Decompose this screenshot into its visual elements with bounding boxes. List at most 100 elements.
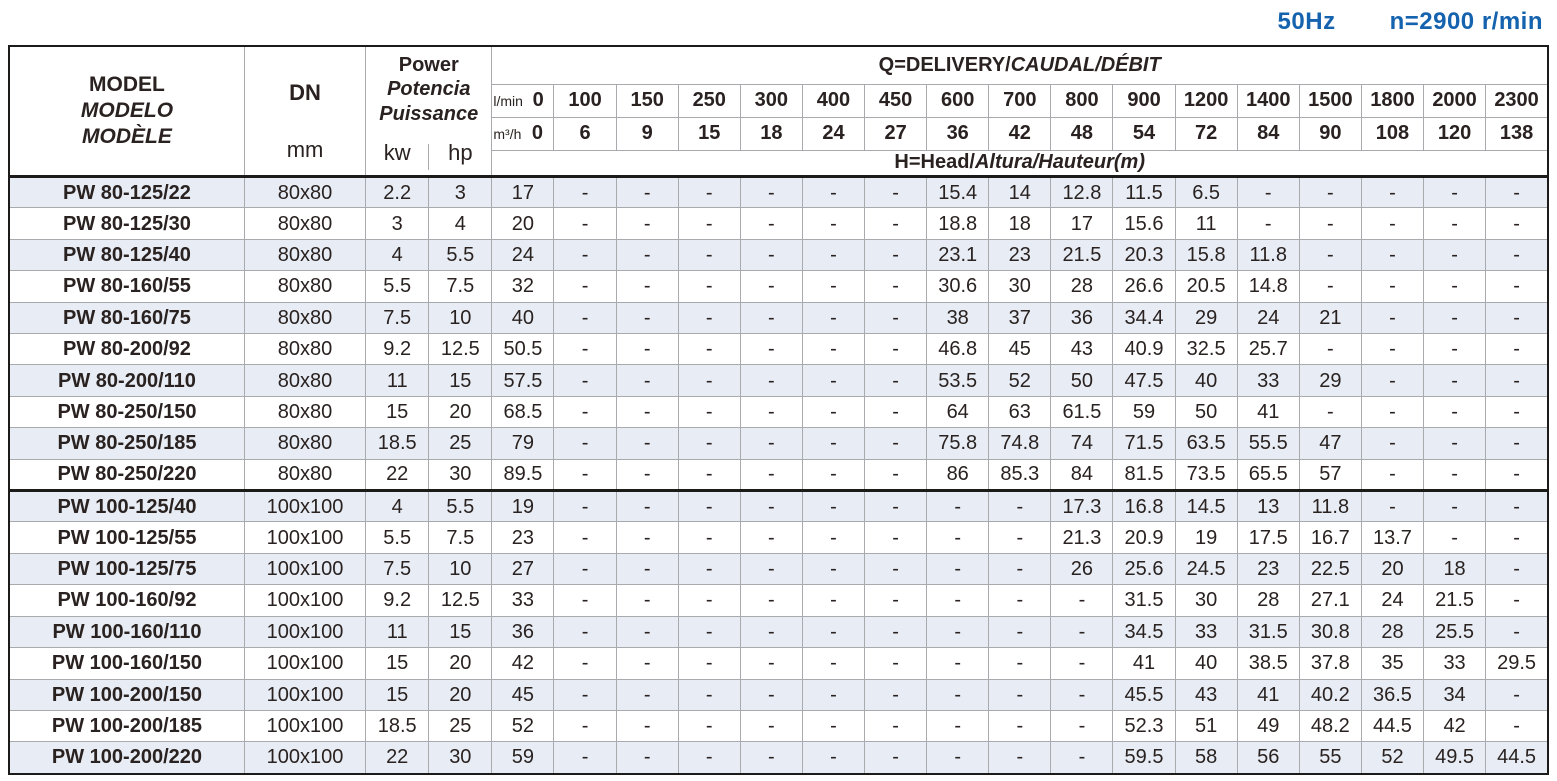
head-value-cell: - <box>677 709 741 743</box>
power-unit-hp: hp <box>448 140 473 166</box>
head-value-cell: - <box>615 615 679 649</box>
flow-m3h-cell: 108 <box>1360 116 1425 151</box>
head-value-cell: - <box>1423 427 1487 460</box>
head-value-cell: - <box>1298 395 1362 429</box>
head-value-cell: - <box>615 584 679 617</box>
head-value-cell: 81.5 <box>1112 458 1176 492</box>
head-value-cell: 49.5 <box>1423 741 1487 774</box>
kw-cell: 11 <box>365 615 430 649</box>
hp-cell: 4 <box>428 207 493 240</box>
head-value-cell: - <box>864 333 928 366</box>
head-value-cell: 73.5 <box>1174 458 1238 492</box>
table-row: PW 100-125/55 100x100 5.5 7.5 23- - - - - - - -21.3… <box>8 521 1549 554</box>
head-value-cell: - <box>801 207 866 240</box>
head-value-cell: - <box>1423 364 1487 397</box>
head-value-cell: 85.3 <box>988 458 1052 492</box>
head-value-cell: 33 <box>491 584 555 617</box>
head-value-cell: - <box>864 521 928 554</box>
head-value-cell: - <box>864 709 928 743</box>
head-value-cell: - <box>864 615 928 649</box>
head-value-cell: 42 <box>491 647 555 680</box>
head-value-cell: - <box>1360 489 1425 523</box>
head-value-cell: 11.8 <box>1236 238 1300 272</box>
flow-lmin-cell: 1400 <box>1236 83 1300 118</box>
head-value-cell: - <box>801 364 866 397</box>
kw-cell: 7.5 <box>365 552 430 586</box>
model-cell: PW 100-125/55 <box>8 521 245 554</box>
head-value-cell: 40 <box>1174 647 1238 680</box>
head-value-cell: - <box>739 521 803 554</box>
head-value-cell: - <box>615 364 679 397</box>
flow-lmin-cell: 700 <box>988 83 1052 118</box>
table-row: PW 100-125/40 100x100 4 5.5 19- - - - - - - -17.3 16… <box>8 489 1549 523</box>
frequency-label: 50Hz <box>1277 8 1336 35</box>
head-value-cell: - <box>615 552 679 586</box>
head-value-cell: - <box>1298 238 1362 272</box>
head-value-cell: 38 <box>926 301 990 335</box>
head-value-cell: 35 <box>1360 647 1425 680</box>
head-value-cell: - <box>739 175 803 209</box>
head-value-cell: - <box>801 615 866 649</box>
flow-m3h-unit-label: m³/h <box>493 125 522 142</box>
flow-m3h-cell: 138 <box>1485 116 1549 151</box>
model-cell: PW 100-125/40 <box>8 489 245 523</box>
head-value-cell: - <box>553 175 617 209</box>
table-row: PW 100-160/92 100x100 9.2 12.5 33- - - - - - - - -31… <box>8 584 1549 617</box>
head-value-cell: - <box>553 270 617 303</box>
flow-lmin-cell: 250 <box>677 83 741 118</box>
head-value-cell: - <box>615 489 679 523</box>
head-value-cell: 45 <box>988 333 1052 366</box>
head-value-cell: - <box>988 521 1052 554</box>
head-value-cell: - <box>801 395 866 429</box>
pump-spec-table: MODEL MODELO MODÈLE DN mm Power Potencia… <box>8 45 1549 775</box>
flow-lmin-cell: 800 <box>1050 83 1114 118</box>
head-value-cell: - <box>1360 270 1425 303</box>
kw-cell: 15 <box>365 395 430 429</box>
head-value-cell: 12.8 <box>1050 175 1114 209</box>
flow-m3h-row: m³/h 0 6 9 15 18 24 27 36 42 48 54 72 84 90 108 120 138 <box>9 116 1549 151</box>
model-cell: PW 80-200/110 <box>8 364 245 397</box>
head-value-cell: 43 <box>1174 678 1238 711</box>
head-value-cell: 42 <box>1423 709 1487 743</box>
dn-cell: 100x100 <box>243 489 367 523</box>
head-value-cell: 40.2 <box>1298 678 1362 711</box>
head-value-cell: 31.5 <box>1236 615 1300 649</box>
flow-m3h-cell: m³/h 0 <box>491 116 555 151</box>
head-value-cell: - <box>1423 175 1487 209</box>
head-value-cell: - <box>677 238 741 272</box>
head-value-cell: - <box>553 489 617 523</box>
flow-lmin-cell: 2300 <box>1485 83 1549 118</box>
head-value-cell: 26 <box>1050 552 1114 586</box>
hp-cell: 12.5 <box>428 333 493 366</box>
power-column-header: Power Potencia Puissance kw hp <box>365 46 493 178</box>
head-value-cell: - <box>1360 333 1425 366</box>
flow-m3h-cell: 6 <box>553 116 617 151</box>
head-value-cell: 15.6 <box>1112 207 1176 240</box>
hp-cell: 10 <box>428 552 493 586</box>
head-value-cell: 34.4 <box>1112 301 1176 335</box>
head-value-cell: 65.5 <box>1236 458 1300 492</box>
head-value-cell: - <box>1360 364 1425 397</box>
head-value-cell: - <box>1050 584 1114 617</box>
head-value-cell: - <box>1485 207 1549 240</box>
dn-cell: 80x80 <box>243 333 367 366</box>
dn-cell: 80x80 <box>243 364 367 397</box>
head-value-cell: - <box>739 333 803 366</box>
head-value-cell: 34.5 <box>1112 615 1176 649</box>
head-value-cell: - <box>677 489 741 523</box>
head-value-cell: - <box>677 678 741 711</box>
head-value-cell: - <box>615 395 679 429</box>
head-value-cell: - <box>988 552 1052 586</box>
power-header-en: Power <box>398 54 459 76</box>
head-value-cell: 61.5 <box>1050 395 1114 429</box>
model-cell: PW 80-125/22 <box>8 175 245 209</box>
head-value-cell: - <box>1485 427 1549 460</box>
head-value-cell: - <box>864 552 928 586</box>
head-value-cell: - <box>553 458 617 492</box>
flow-lmin-cell: 600 <box>926 83 990 118</box>
head-value-cell: 64 <box>926 395 990 429</box>
hp-cell: 20 <box>428 678 493 711</box>
kw-cell: 22 <box>365 741 430 774</box>
flow-m3h-cell: 9 <box>615 116 679 151</box>
head-value-cell: 27.1 <box>1298 584 1362 617</box>
